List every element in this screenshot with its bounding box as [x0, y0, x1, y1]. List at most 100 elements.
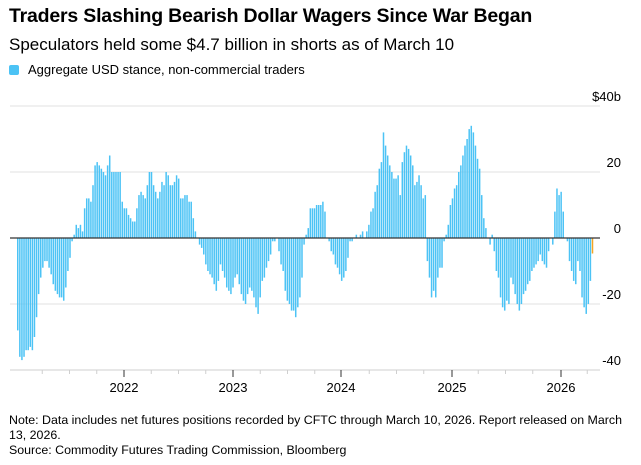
bar [455, 185, 458, 238]
bar [568, 238, 571, 262]
chart-subtitle: Speculators held some $4.7 billion in sh… [9, 35, 455, 54]
bar [320, 205, 322, 238]
bar [355, 234, 358, 238]
bar [81, 231, 84, 238]
bar [535, 238, 537, 265]
bar [520, 238, 523, 304]
bar [131, 221, 134, 238]
bar [188, 201, 190, 238]
bar [94, 165, 96, 238]
bar [437, 238, 439, 278]
bar [512, 238, 514, 285]
bar [338, 238, 341, 275]
bar [129, 218, 132, 238]
bar [67, 238, 69, 271]
bar [142, 195, 144, 238]
bar [190, 201, 192, 238]
bar [226, 238, 228, 288]
bar [506, 238, 508, 301]
bar [121, 201, 123, 238]
bar [389, 165, 391, 238]
bar [46, 238, 48, 262]
bar [90, 201, 92, 238]
bar [244, 238, 247, 304]
bar [100, 168, 103, 238]
bar [552, 238, 554, 245]
bar [464, 145, 466, 238]
bar [106, 165, 109, 238]
bar [529, 238, 531, 281]
bar [370, 211, 372, 238]
bar [292, 238, 295, 311]
bar [562, 211, 564, 238]
bar [98, 165, 101, 238]
bar [165, 172, 167, 238]
bar [386, 155, 389, 238]
bar [537, 238, 539, 262]
bar [203, 238, 205, 255]
bar [401, 162, 404, 238]
bar [412, 165, 414, 238]
bar [495, 238, 498, 271]
bar [213, 238, 215, 285]
bar [92, 185, 94, 238]
bar [148, 172, 151, 238]
bar [430, 238, 433, 298]
bar [39, 238, 42, 278]
bar [171, 185, 174, 238]
bar [21, 238, 23, 361]
bar [501, 238, 504, 308]
bar [192, 218, 195, 238]
bar [403, 152, 406, 238]
bar [449, 205, 452, 238]
bar [499, 238, 502, 298]
bar [299, 238, 301, 298]
bar [420, 185, 422, 238]
bar [407, 148, 410, 238]
bar [215, 238, 218, 291]
bar [127, 214, 130, 238]
bar [424, 195, 427, 238]
bar [478, 168, 481, 238]
bar [426, 238, 429, 262]
bar [435, 238, 437, 298]
bar [138, 195, 140, 238]
bar [376, 185, 378, 238]
bar [395, 178, 397, 238]
bar [23, 238, 25, 357]
bar [493, 238, 496, 252]
legend-swatch [9, 64, 19, 75]
bar [468, 129, 470, 238]
chart-note: Note: Data includes net futures position… [9, 413, 629, 458]
bar [307, 228, 310, 238]
bar [117, 172, 119, 238]
bar [297, 238, 299, 308]
bar [157, 198, 159, 238]
bar [274, 238, 276, 242]
bar [54, 238, 57, 291]
bar [223, 238, 226, 278]
bar [150, 172, 153, 238]
bar [324, 211, 326, 238]
bar [111, 172, 113, 238]
bar [432, 238, 435, 291]
bar [154, 191, 157, 238]
bar [186, 195, 188, 238]
bar [240, 238, 243, 295]
bar [309, 208, 312, 238]
legend-label: Aggregate USD stance, non-commercial tra… [28, 62, 305, 77]
bar [255, 238, 257, 308]
bar [85, 198, 88, 238]
bar [485, 228, 487, 238]
bar [104, 175, 107, 238]
bar [217, 238, 220, 281]
chart-svg: $40b 20 0 -20 -40 2022 2023 2024 2025 2026 [10, 89, 621, 395]
bar [286, 238, 289, 301]
bar [284, 238, 287, 291]
bar [334, 238, 337, 265]
bar [328, 238, 330, 242]
legend: Aggregate USD stance, non-commercial tra… [9, 62, 305, 77]
bar [315, 205, 318, 238]
bar [242, 238, 245, 301]
bar [322, 201, 324, 238]
